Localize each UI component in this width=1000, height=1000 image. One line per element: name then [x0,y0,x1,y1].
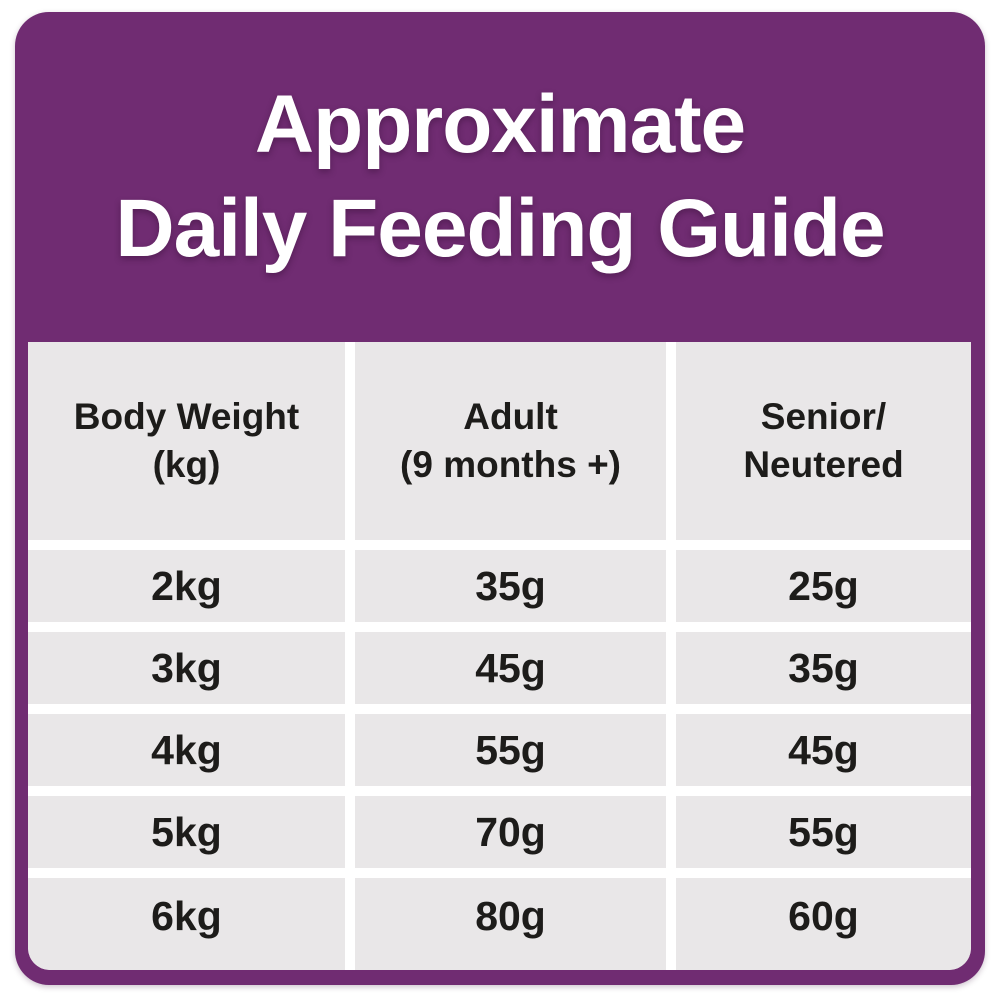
weight-cell-row1: 2kg [28,550,346,622]
weight-cell-row2: 3kg [28,632,346,704]
header-cell-body-weight: Body Weight (kg) [28,342,346,540]
weight-cell-row3: 4kg [28,714,346,786]
header-body-weight-line2: (kg) [152,444,221,485]
header-cell-senior-neutered: Senior/ Neutered [676,342,971,540]
adult-cell-row4: 70g [355,796,667,868]
header-senior-line2: Neutered [743,444,904,485]
header-senior-line1: Senior/ [760,396,887,437]
senior-cell-row4: 55g [676,796,971,868]
senior-cell-row1: 25g [676,550,971,622]
senior-cell-row3: 45g [676,714,971,786]
guide-title: Approximate Daily Feeding Guide [15,12,985,342]
weight-cell-row4: 5kg [28,796,346,868]
header-adult-line2: (9 months +) [400,444,622,485]
weight-cell-row5: 6kg [28,878,346,970]
header-adult-line1: Adult [463,396,558,437]
feeding-table: Body Weight (kg) Adult (9 months +) Seni… [28,342,971,970]
title-line-1: Approximate [254,79,746,170]
adult-cell-row3: 55g [355,714,667,786]
header-cell-adult: Adult (9 months +) [355,342,667,540]
title-line-2: Daily Feeding Guide [115,183,885,274]
senior-cell-row2: 35g [676,632,971,704]
header-body-weight-line1: Body Weight [73,396,300,437]
feeding-guide-card: Approximate Daily Feeding Guide Body Wei… [15,12,985,985]
senior-cell-row5: 60g [676,878,971,970]
adult-cell-row5: 80g [355,878,667,970]
adult-cell-row1: 35g [355,550,667,622]
adult-cell-row2: 45g [355,632,667,704]
